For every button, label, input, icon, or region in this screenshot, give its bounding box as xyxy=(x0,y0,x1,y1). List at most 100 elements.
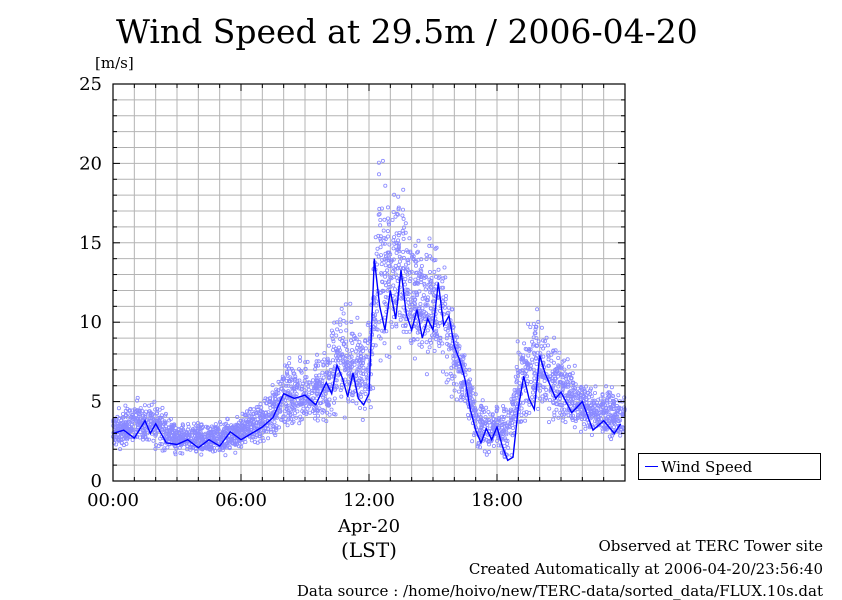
data-point xyxy=(271,424,276,429)
data-point xyxy=(512,387,517,392)
data-point xyxy=(313,367,318,372)
data-point xyxy=(605,391,610,396)
data-point xyxy=(163,426,168,431)
data-point xyxy=(153,433,158,438)
data-point xyxy=(557,371,562,376)
data-point xyxy=(345,347,350,352)
data-point xyxy=(329,328,334,333)
data-point xyxy=(160,405,165,410)
data-point xyxy=(415,293,420,298)
data-point xyxy=(314,359,319,364)
data-point xyxy=(140,413,145,418)
data-point xyxy=(149,402,154,407)
data-point xyxy=(486,449,491,454)
data-point xyxy=(502,436,507,441)
data-point xyxy=(204,424,209,429)
data-point xyxy=(509,411,514,416)
data-point xyxy=(248,407,253,412)
data-point xyxy=(448,344,453,349)
data-point xyxy=(530,357,535,362)
data-point xyxy=(195,426,200,431)
data-point xyxy=(404,287,409,292)
data-point xyxy=(601,396,606,401)
data-point xyxy=(191,421,196,426)
data-point xyxy=(193,446,198,451)
data-point xyxy=(153,446,158,451)
data-point xyxy=(535,350,540,355)
data-point xyxy=(383,263,388,268)
data-point xyxy=(282,409,287,414)
data-point xyxy=(287,361,292,366)
data-point xyxy=(351,358,356,363)
data-point xyxy=(495,438,500,443)
data-point xyxy=(126,419,131,424)
data-point xyxy=(142,403,147,408)
data-point xyxy=(373,319,378,324)
data-point xyxy=(477,445,482,450)
data-point xyxy=(213,422,218,427)
data-point xyxy=(436,267,441,272)
data-point xyxy=(363,391,368,396)
data-point xyxy=(303,360,308,365)
data-point xyxy=(193,429,198,434)
data-point xyxy=(235,414,240,419)
data-point xyxy=(303,366,308,371)
data-point xyxy=(194,449,199,454)
data-point xyxy=(124,432,129,437)
data-point xyxy=(280,374,285,379)
data-point xyxy=(328,367,333,372)
data-point xyxy=(325,360,330,365)
data-point xyxy=(195,424,200,429)
data-point xyxy=(331,411,336,416)
data-point xyxy=(307,380,312,385)
data-point xyxy=(373,323,378,328)
data-point xyxy=(427,243,432,248)
data-point xyxy=(380,257,385,262)
data-point xyxy=(230,441,235,446)
data-point xyxy=(300,381,305,386)
data-point xyxy=(434,245,439,250)
data-point xyxy=(446,343,451,348)
data-point xyxy=(515,339,520,344)
data-point xyxy=(579,429,584,434)
data-point xyxy=(284,370,289,375)
data-point xyxy=(274,389,279,394)
data-point xyxy=(408,276,413,281)
data-point xyxy=(140,417,145,422)
data-point xyxy=(129,412,134,417)
data-point xyxy=(342,362,347,367)
data-point xyxy=(127,408,132,413)
data-point xyxy=(414,259,419,264)
data-point xyxy=(575,414,580,419)
data-point xyxy=(569,414,574,419)
data-point xyxy=(559,412,564,417)
data-point xyxy=(413,263,418,268)
data-point xyxy=(294,401,299,406)
data-point xyxy=(541,338,546,343)
sample-points xyxy=(111,158,627,460)
data-point xyxy=(450,376,455,381)
data-point xyxy=(193,434,198,439)
data-point xyxy=(557,365,562,370)
data-point xyxy=(287,366,292,371)
data-point xyxy=(385,229,390,234)
data-point xyxy=(401,329,406,334)
data-point xyxy=(557,381,562,386)
data-point xyxy=(564,384,569,389)
data-point xyxy=(324,370,329,375)
data-point xyxy=(338,317,343,322)
data-point xyxy=(205,441,210,446)
data-point xyxy=(173,434,178,439)
data-point xyxy=(514,378,519,383)
data-point xyxy=(423,317,428,322)
data-point xyxy=(530,339,535,344)
data-point xyxy=(569,376,574,381)
data-point xyxy=(462,362,467,367)
data-point xyxy=(248,422,253,427)
data-point xyxy=(596,403,601,408)
data-point xyxy=(331,344,336,349)
data-point xyxy=(303,410,308,415)
data-point xyxy=(331,347,336,352)
data-point xyxy=(518,419,523,424)
data-point xyxy=(116,438,121,443)
